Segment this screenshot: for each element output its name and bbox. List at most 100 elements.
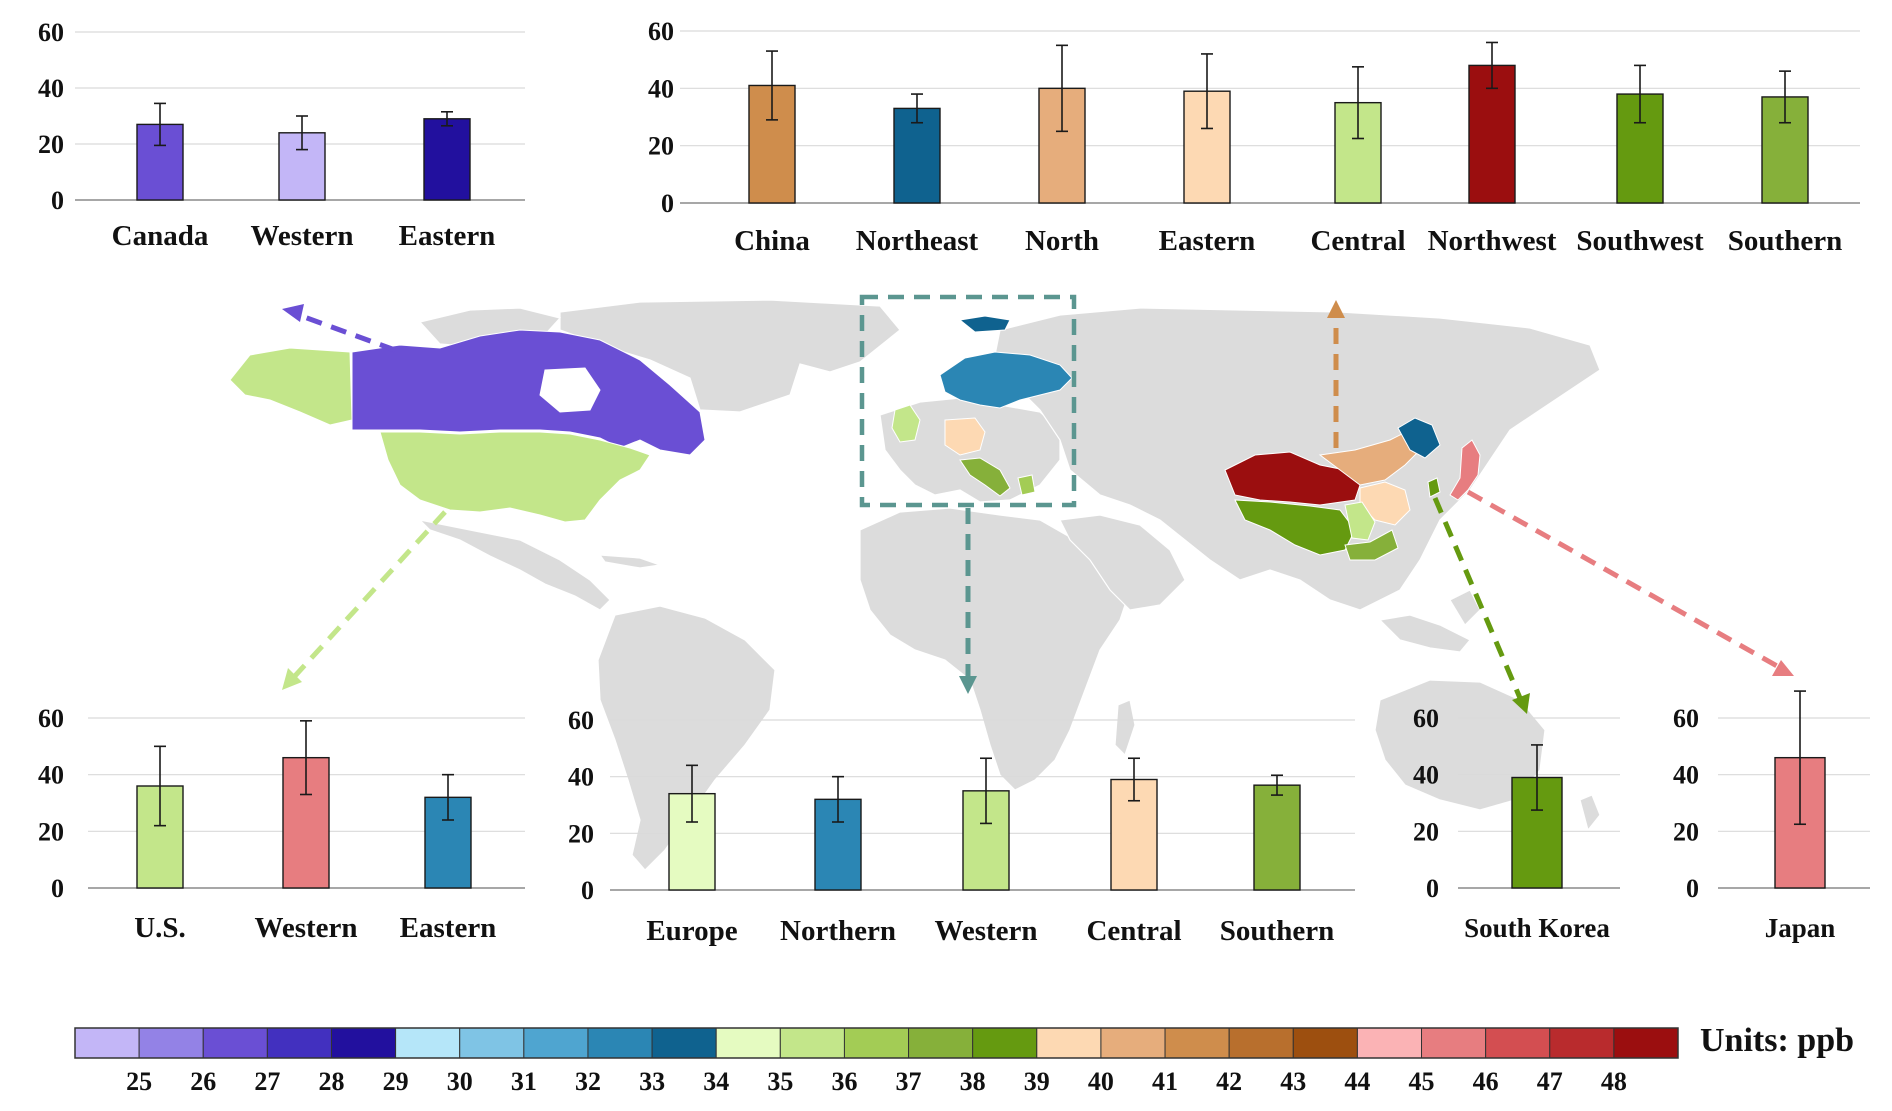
- arrowhead-canada: [282, 304, 304, 322]
- bar-china-4: [1334, 101, 1382, 204]
- region-italy: [959, 457, 1011, 497]
- colorbar-tick-label: 40: [1088, 1067, 1114, 1096]
- y-tick-label: 60: [1413, 704, 1439, 733]
- colorbar-segment: [138, 1027, 204, 1059]
- colorbar-tick-label: 41: [1152, 1067, 1178, 1096]
- y-tick-label: 0: [51, 186, 64, 215]
- colorbar-tick-label: 37: [896, 1067, 922, 1096]
- map-arrows: [292, 311, 1779, 699]
- colorbar-segment: [843, 1027, 910, 1059]
- region-japan: [1449, 439, 1481, 501]
- colorbar-segment: [202, 1027, 268, 1059]
- world-map: [229, 294, 1794, 871]
- y-tick-label: 20: [648, 132, 674, 161]
- colorbar-segment: [1292, 1027, 1358, 1059]
- colorbar-tick-label: 25: [126, 1067, 152, 1096]
- colorbar-tick-label: 45: [1409, 1067, 1435, 1096]
- region-united-kingdom: [891, 404, 921, 443]
- y-tick-label: 60: [568, 706, 594, 735]
- y-tick-label: 60: [38, 704, 64, 733]
- bar-china-7: [1761, 96, 1809, 204]
- y-tick-label: 0: [1686, 874, 1699, 903]
- category-label: Eastern: [1159, 225, 1256, 257]
- colorbar-tick-label: 29: [383, 1067, 409, 1096]
- arrowhead-china: [1327, 300, 1345, 318]
- y-tick-label: 0: [51, 874, 64, 903]
- bar-china-1: [893, 107, 941, 204]
- chart-canada: 0 20 40 60 Canada Western Eastern: [38, 18, 525, 252]
- y-tick-label: 0: [581, 876, 594, 905]
- colorbar-tick-label: 35: [767, 1067, 793, 1096]
- colorbar-tick-label: 44: [1344, 1067, 1370, 1096]
- category-label: South Korea: [1464, 913, 1610, 943]
- colorbar-tick-label: 32: [575, 1067, 601, 1096]
- colorbar-tick-label: 43: [1280, 1067, 1306, 1096]
- y-tick-label: 0: [661, 189, 674, 218]
- units-label: Units: ppb: [1700, 1022, 1855, 1059]
- category-label: U.S.: [134, 912, 186, 944]
- region-canada: [351, 329, 706, 456]
- chart-china: 0 20 40 60 China Northeast North Eastern Central…: [648, 17, 1860, 257]
- bar-canada-2: [423, 118, 471, 201]
- category-label: Europe: [646, 915, 737, 947]
- colorbar-tick-label: 27: [254, 1067, 280, 1096]
- y-tick-label: 20: [568, 819, 594, 848]
- bar-europe-2: [962, 790, 1010, 891]
- category-label: Southern: [1728, 225, 1842, 257]
- colorbar-tick-label: 48: [1601, 1067, 1627, 1096]
- y-tick-label: 40: [1673, 761, 1699, 790]
- arrow-canada: [295, 311, 396, 353]
- colorbar-segment: [1356, 1027, 1423, 1059]
- colorbar-segment: [587, 1027, 653, 1059]
- colorbar-frame: [74, 1027, 1679, 1059]
- region-united-states: [379, 431, 651, 523]
- category-label: Eastern: [399, 220, 496, 252]
- colorbar-segment: [1228, 1027, 1294, 1059]
- y-tick-label: 40: [38, 74, 64, 103]
- region-scandinavia: [939, 351, 1073, 409]
- region-northeast-china: [1397, 417, 1441, 459]
- arrow-us: [292, 510, 447, 679]
- region-southern-china: [1344, 529, 1399, 561]
- category-label: Northern: [780, 915, 896, 947]
- chart-japan: 0 20 40 60 Japan: [1673, 690, 1870, 943]
- chart-korea: 0 20 40 60 South Korea: [1413, 704, 1620, 943]
- category-label: Southwest: [1576, 225, 1704, 257]
- colorbar-segment: [1164, 1027, 1230, 1059]
- colorbar-segment: [715, 1027, 781, 1059]
- colorbar-segment: [266, 1027, 332, 1059]
- category-label: Canada: [112, 220, 209, 252]
- arrowhead-us: [282, 668, 302, 690]
- colorbar-segment: [1036, 1027, 1102, 1059]
- category-label: China: [734, 225, 810, 257]
- category-label: Central: [1310, 225, 1405, 257]
- arrow-korea: [1432, 497, 1523, 699]
- y-tick-label: 40: [648, 74, 674, 103]
- y-tick-label: 60: [648, 17, 674, 46]
- category-label: Northwest: [1428, 225, 1557, 257]
- bar-europe-4: [1253, 784, 1301, 891]
- colorbar-segment: [523, 1027, 589, 1059]
- colorbar-tick-label: 46: [1473, 1067, 1499, 1096]
- europe-inset-box: [859, 294, 1077, 508]
- y-tick-label: 40: [38, 761, 64, 790]
- category-label: Western: [250, 220, 353, 252]
- y-tick-label: 20: [38, 817, 64, 846]
- colorbar-tick-label: 30: [447, 1067, 473, 1096]
- y-tick-label: 20: [38, 130, 64, 159]
- y-tick-label: 20: [1673, 817, 1699, 846]
- map-highlighted-regions: [229, 315, 1481, 561]
- bar-charts: 0 20 40 60 Canada Western Eastern 0 20 40 60 China N…: [38, 17, 1870, 947]
- y-tick-label: 60: [38, 18, 64, 47]
- colorbar-segment: [779, 1027, 845, 1059]
- chart-europe: 0 20 40 60 Europe Northern Western Central South…: [568, 706, 1355, 947]
- category-label: North: [1025, 225, 1099, 257]
- colorbar: 25 26 27 28 29 30 31 32 33 34 35 36 37 38 39 40 41 42 43 44…: [74, 1027, 1679, 1096]
- colorbar-tick-label: 42: [1216, 1067, 1242, 1096]
- colorbar-tick-label: 36: [831, 1067, 857, 1096]
- colorbar-tick-label: 31: [511, 1067, 537, 1096]
- region-central-europe: [944, 417, 986, 456]
- category-label: Japan: [1765, 913, 1836, 943]
- region-northwest-china: [1224, 451, 1361, 506]
